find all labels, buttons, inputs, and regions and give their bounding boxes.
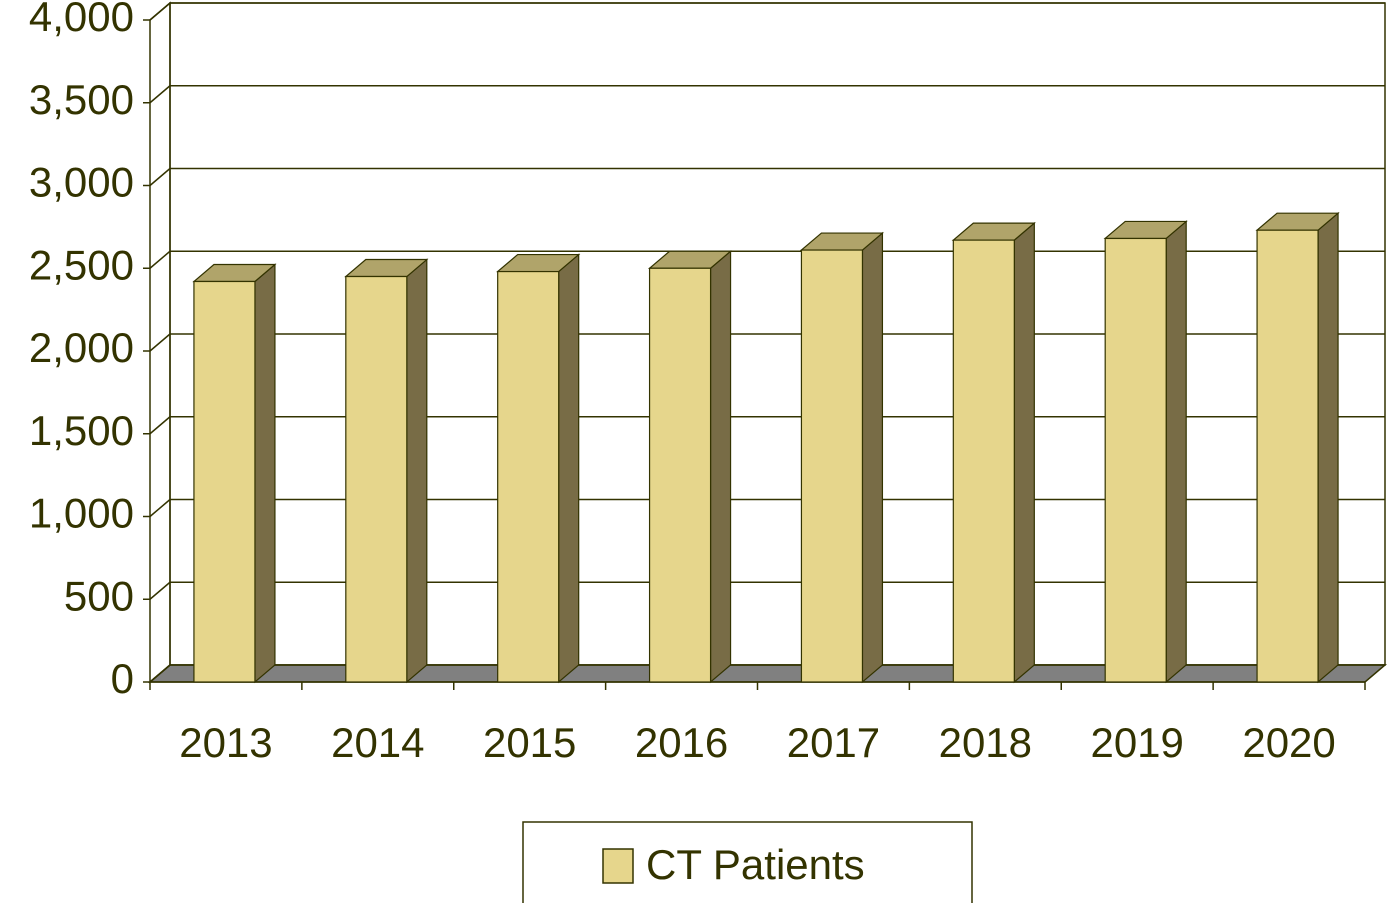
grid-line [149, 85, 171, 104]
x-tick-label: 2018 [939, 719, 1032, 766]
y-tick-label: 1,500 [29, 407, 134, 454]
bar [497, 270, 560, 683]
grid-line [149, 250, 171, 269]
bar-side [406, 258, 428, 684]
legend-box [522, 821, 973, 903]
grid-line [149, 333, 171, 352]
y-tick-label: 500 [64, 572, 134, 619]
grid-line [149, 416, 171, 435]
grid-line [149, 664, 171, 683]
x-tick-label: 2015 [483, 719, 576, 766]
bar-side [1317, 211, 1339, 684]
bar-side [558, 253, 580, 684]
grid-line [149, 498, 171, 518]
grid-line [149, 581, 171, 600]
legend-label: CT Patients [646, 841, 865, 888]
x-tick-label: 2013 [179, 719, 272, 766]
y-tick-label: 3,500 [29, 76, 134, 123]
x-tick-label: 2020 [1242, 719, 1335, 766]
x-tick-label: 2016 [635, 719, 728, 766]
bar-side [1013, 221, 1035, 684]
bar [952, 239, 1015, 683]
y-tick-label: 1,000 [29, 490, 134, 537]
y-tick-label: 0 [111, 655, 134, 702]
y-tick-label: 4,000 [29, 0, 134, 40]
x-tick-label: 2017 [787, 719, 880, 766]
y-tick-label: 2,000 [29, 324, 134, 371]
grid-line [149, 167, 171, 187]
bar [800, 249, 864, 683]
y-tick-label: 3,000 [29, 159, 134, 206]
bar [193, 280, 256, 683]
bar [1104, 237, 1167, 683]
grid-line [149, 2, 171, 21]
legend-swatch [602, 848, 634, 884]
x-tick-label: 2019 [1090, 719, 1183, 766]
bar-side [1165, 220, 1187, 684]
bar [648, 267, 712, 683]
bar-side [254, 263, 276, 684]
bar [1256, 229, 1319, 683]
y-tick-label: 2,500 [29, 241, 134, 288]
floor [147, 664, 1388, 683]
bar-side [709, 249, 732, 684]
bar-side [861, 231, 884, 684]
bar [345, 275, 408, 683]
x-tick-label: 2014 [331, 719, 424, 766]
